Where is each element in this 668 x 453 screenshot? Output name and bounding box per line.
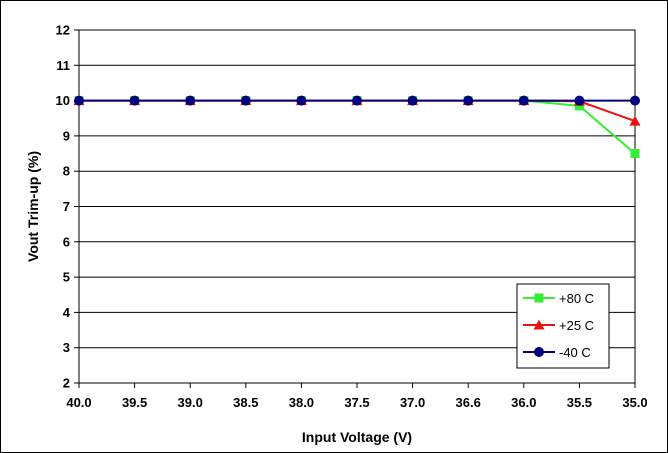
y-tick-label: 7 [63, 199, 70, 214]
y-tick-label: 3 [63, 340, 70, 355]
legend-swatch-marker [534, 347, 544, 357]
legend-item: -40 C [523, 345, 591, 360]
legend-swatch-marker [533, 319, 545, 330]
data-point [74, 95, 84, 106]
data-point [185, 95, 196, 106]
y-tick-label: 6 [63, 234, 70, 249]
data-point [630, 149, 640, 159]
data-point [463, 95, 474, 106]
x-tick-label: 35.5 [567, 395, 592, 410]
x-tick-label: 39.0 [178, 395, 203, 410]
x-tick-label: 39.5 [122, 395, 147, 410]
legend-item: +25 C [523, 318, 594, 333]
series-3 [74, 95, 640, 106]
y-tick-label: 10 [56, 93, 70, 108]
y-tick-label: 9 [63, 128, 70, 143]
y-axis-title: Vout Trim-up (%) [25, 151, 41, 262]
x-tick-label: 38.0 [289, 395, 314, 410]
legend-label: -40 C [559, 345, 591, 360]
data-point [296, 95, 307, 106]
legend: +80 C +25 C -40 C [516, 283, 610, 369]
legend-swatch-marker [534, 293, 544, 303]
data-point [129, 95, 140, 106]
x-axis-title: Input Voltage (V) [302, 429, 412, 445]
data-point [574, 95, 585, 106]
x-tick-label: 36.0 [511, 395, 536, 410]
y-tick-label: 4 [63, 305, 71, 320]
legend-label: +25 C [559, 318, 594, 333]
y-tick-label: 8 [63, 164, 70, 179]
y-tick-label: 11 [56, 58, 70, 73]
x-tick-label: 37.5 [344, 395, 369, 410]
x-tick-label: 37.0 [400, 395, 425, 410]
series-layer [73, 95, 641, 159]
legend-item: +80 C [523, 291, 594, 306]
data-point [407, 95, 418, 106]
x-tick-label: 40.0 [66, 395, 91, 410]
data-point [240, 95, 251, 106]
legend-label: +80 C [559, 291, 594, 306]
y-tick-label: 12 [56, 23, 70, 38]
y-tick-label: 5 [63, 270, 70, 285]
data-point [352, 95, 362, 106]
x-tick-label: 36.6 [456, 395, 481, 410]
x-axis-ticks: 40.0 39.5 39.0 38.5 38.0 37.5 37.0 36.6 36.0 35.5… [66, 383, 648, 410]
x-tick-label: 35.0 [622, 395, 647, 410]
data-point [629, 115, 641, 126]
x-tick-label: 38.5 [233, 395, 258, 410]
data-point [630, 95, 640, 106]
y-tick-label: 2 [63, 376, 70, 391]
data-point [518, 95, 529, 106]
y-axis-ticks: 2 3 4 5 6 7 8 9 10 11 12 [56, 23, 79, 391]
data-point [574, 101, 584, 111]
